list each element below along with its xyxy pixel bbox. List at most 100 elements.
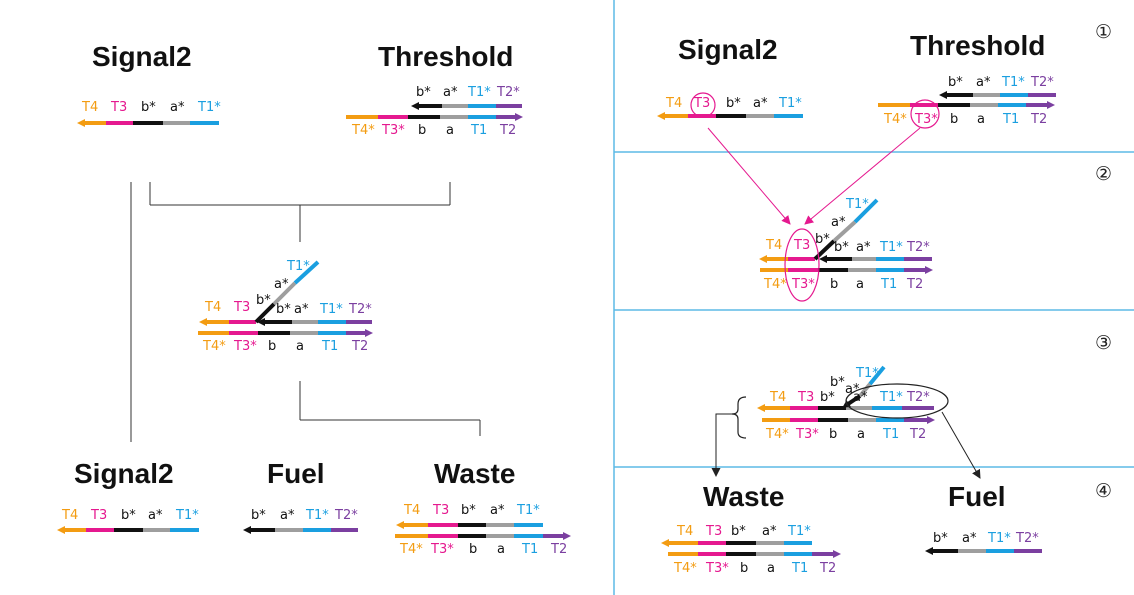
svg-text:T3*: T3* (381, 123, 405, 138)
left-threshold-complex: b* a* T1* T2* T4* T3* b a T1 T2 (346, 85, 523, 138)
svg-text:T2*: T2* (906, 240, 930, 255)
right-waste-complex: T4 T3 b* a* T1* T4* T3* b a T1 T2 (661, 524, 841, 576)
svg-text:b*: b* (830, 375, 845, 390)
right-step2-complex: T1* a* b* T4 T3 b* a* T1* T2* T4* T3* b … (759, 197, 933, 302)
svg-text:T3*: T3* (795, 427, 819, 442)
svg-text:T3*: T3* (914, 112, 938, 127)
svg-text:T4*: T4* (765, 427, 789, 442)
svg-text:T1: T1 (321, 339, 338, 354)
svg-text:a*: a* (853, 390, 868, 405)
svg-text:a*: a* (294, 302, 309, 317)
svg-text:T1: T1 (1002, 112, 1019, 127)
svg-text:b: b (268, 339, 276, 354)
svg-text:T1: T1 (880, 277, 897, 292)
svg-text:T3: T3 (705, 524, 722, 539)
svg-text:b: b (950, 112, 958, 127)
svg-text:T2*: T2* (1030, 75, 1054, 90)
svg-text:T2*: T2* (334, 508, 358, 523)
right-signal2-strand: T4 T3 b* a* T1* (657, 92, 803, 120)
svg-text:T2*: T2* (1015, 531, 1039, 546)
svg-text:T1: T1 (521, 542, 538, 557)
svg-text:b*: b* (731, 524, 746, 539)
left-threshold-title: Threshold (378, 41, 513, 72)
svg-text:T4: T4 (61, 508, 78, 523)
left-waste-complex: T4 T3 b* a* T1* T4* T3* b a T1 T2 (395, 503, 571, 557)
svg-text:b*: b* (251, 508, 266, 523)
svg-text:a*: a* (280, 508, 295, 523)
svg-text:b: b (418, 123, 426, 138)
fuel-release-arrow (941, 411, 981, 479)
svg-text:a*: a* (762, 524, 777, 539)
svg-text:T1*: T1* (319, 302, 343, 317)
svg-text:T1*: T1* (987, 531, 1011, 546)
left-signal2-product-strand: T4 T3 b* a* T1* (57, 508, 199, 534)
svg-text:T3*: T3* (430, 542, 454, 557)
svg-text:T3*: T3* (705, 561, 729, 576)
svg-text:a*: a* (170, 100, 185, 115)
svg-text:T1*: T1* (845, 197, 869, 212)
svg-text:a*: a* (856, 240, 871, 255)
svg-text:a: a (446, 123, 454, 138)
step-number-1: ① (1095, 21, 1112, 43)
waste-release-arrow (711, 413, 732, 477)
svg-text:T2: T2 (819, 561, 836, 576)
svg-text:T4*: T4* (399, 542, 423, 557)
step-number-4: ④ (1095, 480, 1112, 502)
svg-text:T1*: T1* (1001, 75, 1025, 90)
svg-text:a: a (767, 561, 775, 576)
svg-text:a: a (977, 112, 985, 127)
svg-text:b*: b* (141, 100, 156, 115)
step-number-3: ③ (1095, 332, 1112, 354)
toehold-arrow-right (804, 127, 921, 225)
svg-text:T1*: T1* (787, 524, 811, 539)
right-signal2-title: Signal2 (678, 34, 778, 65)
svg-text:b*: b* (461, 503, 476, 518)
svg-text:T3*: T3* (233, 339, 257, 354)
svg-text:T3: T3 (110, 100, 127, 115)
svg-text:T4: T4 (769, 390, 786, 405)
svg-text:b*: b* (726, 96, 741, 111)
svg-text:b*: b* (276, 302, 291, 317)
svg-text:T3*: T3* (791, 277, 815, 292)
svg-text:b*: b* (416, 85, 431, 100)
step-number-2: ② (1095, 163, 1112, 185)
svg-text:a: a (857, 427, 865, 442)
svg-text:T3: T3 (233, 300, 250, 315)
toehold-arrow-left (707, 127, 791, 225)
svg-text:T1*: T1* (197, 100, 221, 115)
right-fuel-strand: b* a* T1* T2* (925, 531, 1042, 555)
svg-text:b*: b* (820, 390, 835, 405)
left-waste-title: Waste (434, 458, 515, 489)
right-waste-title: Waste (703, 481, 784, 512)
svg-text:T2: T2 (499, 123, 516, 138)
svg-text:T4: T4 (81, 100, 98, 115)
svg-text:T4*: T4* (763, 277, 787, 292)
svg-text:a*: a* (148, 508, 163, 523)
svg-text:a*: a* (490, 503, 505, 518)
svg-text:T1*: T1* (879, 390, 903, 405)
svg-text:a*: a* (753, 96, 768, 111)
svg-text:T2: T2 (550, 542, 567, 557)
svg-text:a: a (296, 339, 304, 354)
svg-text:T1: T1 (470, 123, 487, 138)
svg-text:T4: T4 (665, 96, 682, 111)
svg-text:a*: a* (443, 85, 458, 100)
svg-text:T1*: T1* (175, 508, 199, 523)
svg-text:b*: b* (933, 531, 948, 546)
svg-text:T2*: T2* (496, 85, 520, 100)
svg-text:T1*: T1* (467, 85, 491, 100)
svg-text:T4*: T4* (202, 339, 226, 354)
left-signal2-product-title: Signal2 (74, 458, 174, 489)
left-intermediate-complex: T1* a* b* T4 T3 b* a* T1* T2* T4* T3* b … (198, 259, 373, 354)
svg-text:T4*: T4* (673, 561, 697, 576)
svg-text:b*: b* (948, 75, 963, 90)
svg-text:T2*: T2* (906, 390, 930, 405)
svg-text:b: b (469, 542, 477, 557)
svg-text:T3: T3 (793, 238, 810, 253)
svg-text:T1*: T1* (305, 508, 329, 523)
svg-text:T3: T3 (432, 503, 449, 518)
svg-text:b*: b* (815, 232, 830, 247)
svg-text:T1*: T1* (778, 96, 802, 111)
svg-text:T4*: T4* (351, 123, 375, 138)
svg-text:b*: b* (121, 508, 136, 523)
